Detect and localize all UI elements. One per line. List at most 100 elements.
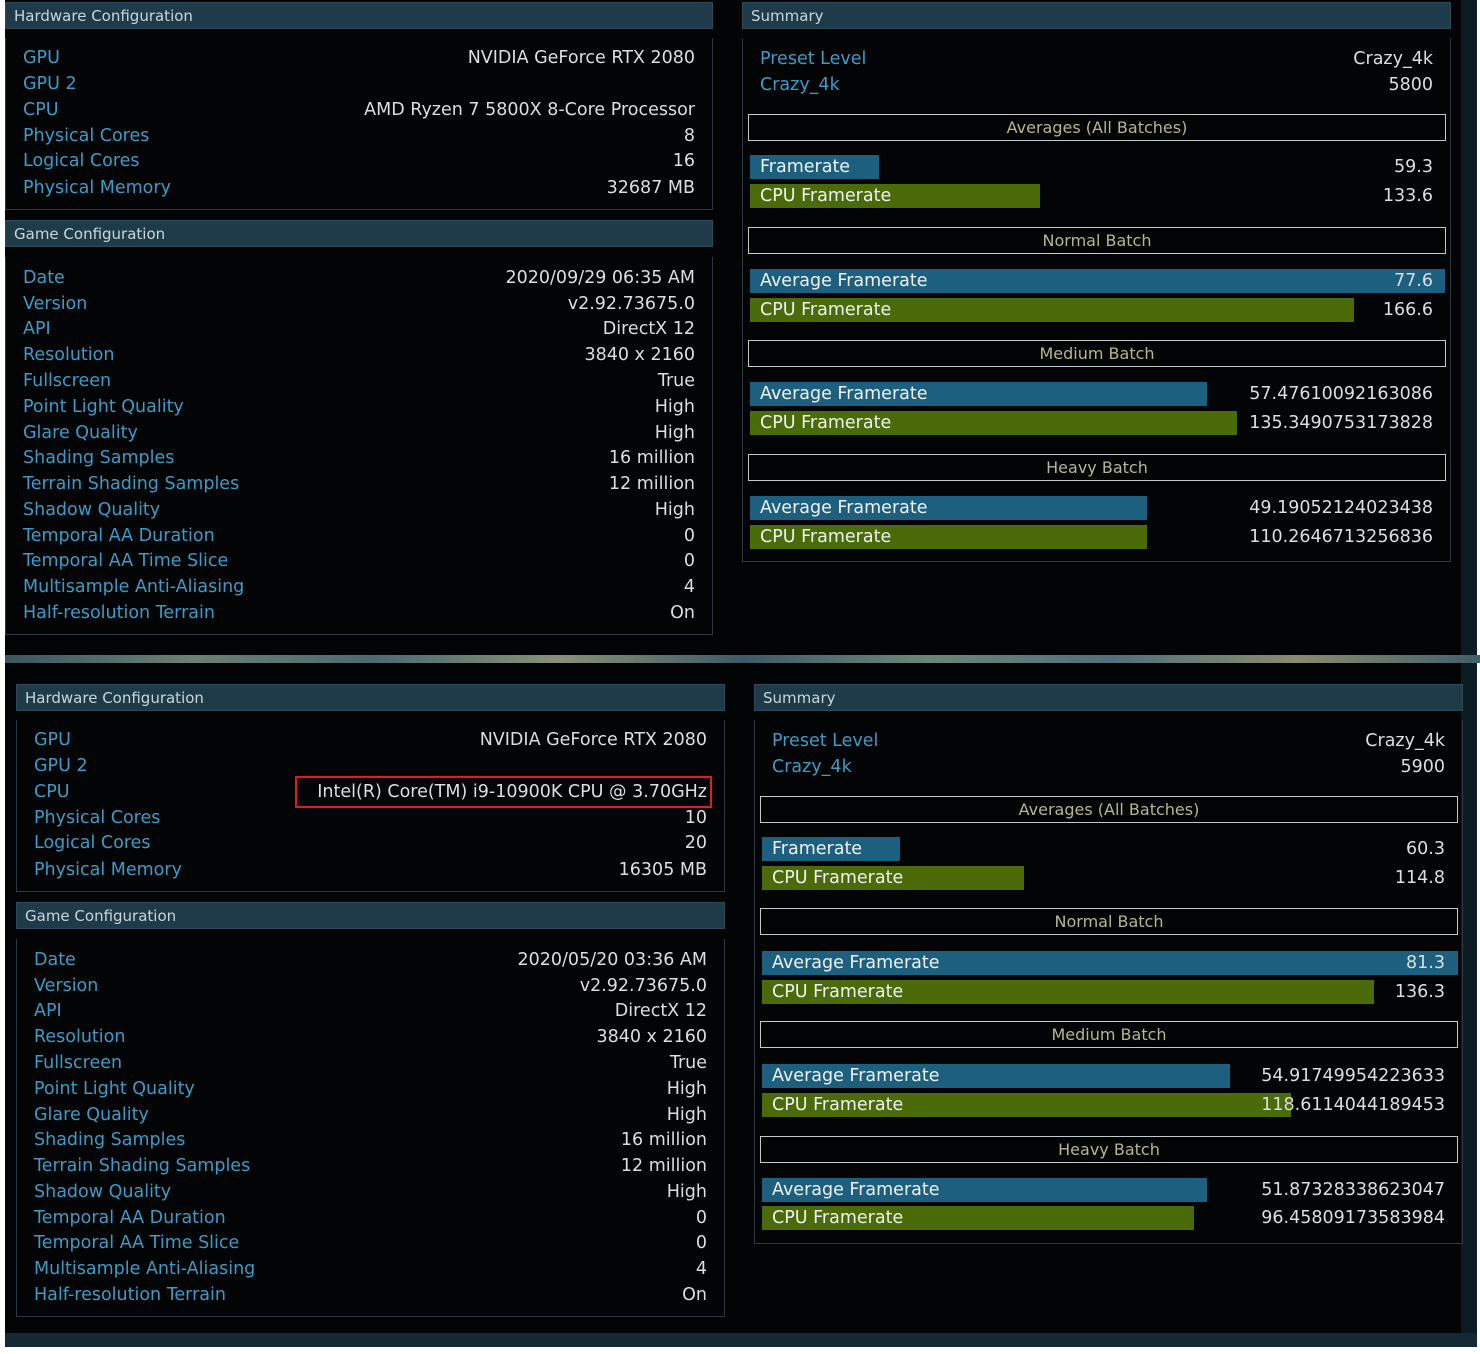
game-label: Terrain Shading Samples xyxy=(23,474,240,494)
hw-value: 16305 MB xyxy=(618,860,707,880)
game-row-taa-duration: Temporal AA Duration 0 xyxy=(23,524,695,548)
heavy-avg-label: Average Framerate xyxy=(760,498,928,518)
game-row-resolution: Resolution 3840 x 2160 xyxy=(23,343,695,367)
cpu-framerate-value: 133.6 xyxy=(1382,186,1433,206)
game-row-fullscreen: Fullscreen True xyxy=(34,1051,707,1075)
game-config-header: Game Configuration xyxy=(5,220,713,247)
hw-value: 8 xyxy=(683,126,695,146)
game-value: High xyxy=(666,1182,707,1202)
game-value: High xyxy=(654,397,695,417)
game-value: High xyxy=(666,1079,707,1099)
game-label: Shading Samples xyxy=(23,448,175,468)
summary-header: Summary xyxy=(754,684,1463,711)
normal-cpu-bar xyxy=(750,298,1354,322)
summary-panel xyxy=(742,38,1451,562)
game-value: 2020/09/29 06:35 AM xyxy=(505,268,696,288)
heavy-cpu-label: CPU Framerate xyxy=(772,1208,904,1228)
summary-header: Summary xyxy=(742,2,1451,29)
game-row-msaa: Multisample Anti-Aliasing 4 xyxy=(23,575,695,599)
hw-value: 16 xyxy=(672,151,695,171)
game-label: Resolution xyxy=(34,1027,126,1047)
normal-avg-bar xyxy=(762,951,1458,975)
hw-row-logical-cores: Logical Cores 16 xyxy=(23,149,695,173)
scrollbar-track[interactable] xyxy=(1461,0,1477,655)
game-label: Temporal AA Duration xyxy=(23,526,215,546)
medium-avg-bar xyxy=(762,1064,1230,1088)
normal-batch-title: Normal Batch xyxy=(760,908,1458,935)
heavy-cpu-value: 110.2646713256836 xyxy=(1249,527,1433,547)
normal-batch-title: Normal Batch xyxy=(748,227,1446,254)
heavy-batch-title: Heavy Batch xyxy=(760,1136,1458,1163)
medium-cpu-label: CPU Framerate xyxy=(772,1095,904,1115)
avg-framerate-bar xyxy=(750,155,879,179)
hw-value: AMD Ryzen 7 5800X 8-Core Processor xyxy=(364,100,695,120)
cpu-framerate-bar xyxy=(762,866,1024,890)
summary-panel xyxy=(754,720,1463,1244)
game-value: On xyxy=(670,603,695,623)
game-row-half-res-terrain: Half-resolution Terrain On xyxy=(34,1283,707,1307)
game-value: 12 million xyxy=(620,1156,707,1176)
hw-row-gpu2: GPU 2 xyxy=(23,72,695,96)
avg-framerate-label: Framerate xyxy=(772,839,863,859)
game-value: 4 xyxy=(695,1259,707,1279)
game-label: Shadow Quality xyxy=(34,1182,172,1202)
heavy-avg-value: 49.19052124023438 xyxy=(1249,498,1433,518)
game-label: Glare Quality xyxy=(23,423,138,443)
hw-label: CPU xyxy=(34,782,70,802)
hw-row-gpu: GPU NVIDIA GeForce RTX 2080 xyxy=(34,728,707,752)
game-label: Version xyxy=(34,976,99,996)
game-row-api: API DirectX 12 xyxy=(34,999,707,1023)
heavy-avg-value: 51.87328338623047 xyxy=(1261,1180,1445,1200)
hw-value: NVIDIA GeForce RTX 2080 xyxy=(479,730,707,750)
game-row-shading-samples: Shading Samples 16 million xyxy=(34,1128,707,1152)
hw-label: CPU xyxy=(23,100,59,120)
game-row-api: API DirectX 12 xyxy=(23,317,695,341)
game-value: 0 xyxy=(683,526,695,546)
game-label: Multisample Anti-Aliasing xyxy=(23,577,245,597)
score-label: Crazy_4k xyxy=(760,75,840,95)
game-value: True xyxy=(669,1053,707,1073)
game-value: 12 million xyxy=(608,474,695,494)
game-value: 3840 x 2160 xyxy=(584,345,695,365)
avg-framerate-value: 59.3 xyxy=(1394,157,1433,177)
game-label: Terrain Shading Samples xyxy=(34,1156,251,1176)
game-row-version: Version v2.92.73675.0 xyxy=(34,974,707,998)
normal-cpu-value: 136.3 xyxy=(1394,982,1445,1002)
hw-value: 32687 MB xyxy=(606,178,695,198)
hw-row-physical-cores: Physical Cores 10 xyxy=(34,806,707,830)
hw-label: GPU 2 xyxy=(23,74,77,94)
hardware-config-panel: GPU NVIDIA GeForce RTX 2080 GPU 2 CPU AMD … xyxy=(5,38,713,210)
medium-avg-label: Average Framerate xyxy=(760,384,928,404)
game-label: Fullscreen xyxy=(23,371,112,391)
hw-row-gpu: GPU NVIDIA GeForce RTX 2080 xyxy=(23,46,695,70)
game-value: 2020/05/20 03:36 AM xyxy=(517,950,708,970)
cpu-highlight-box xyxy=(295,776,712,808)
hw-label: GPU xyxy=(34,730,71,750)
cpu-framerate-bar xyxy=(750,184,1040,208)
scrollbar-track[interactable] xyxy=(1461,663,1477,1333)
game-row-taa-slice: Temporal AA Time Slice 0 xyxy=(34,1231,707,1255)
game-label: API xyxy=(23,319,51,339)
cpu-framerate-value: 114.8 xyxy=(1394,868,1445,888)
game-label: Date xyxy=(34,950,76,970)
averages-section-title: Averages (All Batches) xyxy=(748,114,1446,141)
medium-cpu-bar xyxy=(750,411,1237,435)
game-row-shadow: Shadow Quality High xyxy=(34,1180,707,1204)
game-row-taa-duration: Temporal AA Duration 0 xyxy=(34,1206,707,1230)
benchmark-screenshot-2: Hardware Configuration GPU NVIDIA GeForce… xyxy=(5,663,1477,1347)
game-label: Point Light Quality xyxy=(23,397,184,417)
cpu-framerate-label: CPU Framerate xyxy=(760,186,892,206)
normal-avg-value: 77.6 xyxy=(1394,271,1433,291)
medium-batch-title: Medium Batch xyxy=(748,340,1446,367)
game-row-terrain-shading: Terrain Shading Samples 12 million xyxy=(23,472,695,496)
heavy-cpu-label: CPU Framerate xyxy=(760,527,892,547)
hw-label: Logical Cores xyxy=(23,151,140,171)
game-row-shading-samples: Shading Samples 16 million xyxy=(23,446,695,470)
hw-value: NVIDIA GeForce RTX 2080 xyxy=(467,48,695,68)
averages-section-title: Averages (All Batches) xyxy=(760,796,1458,823)
hw-row-gpu2: GPU 2 xyxy=(34,754,707,778)
heavy-avg-bar xyxy=(762,1178,1207,1202)
medium-batch-title: Medium Batch xyxy=(760,1021,1458,1048)
medium-cpu-value: 135.3490753173828 xyxy=(1249,413,1433,433)
game-row-half-res-terrain: Half-resolution Terrain On xyxy=(23,601,695,625)
